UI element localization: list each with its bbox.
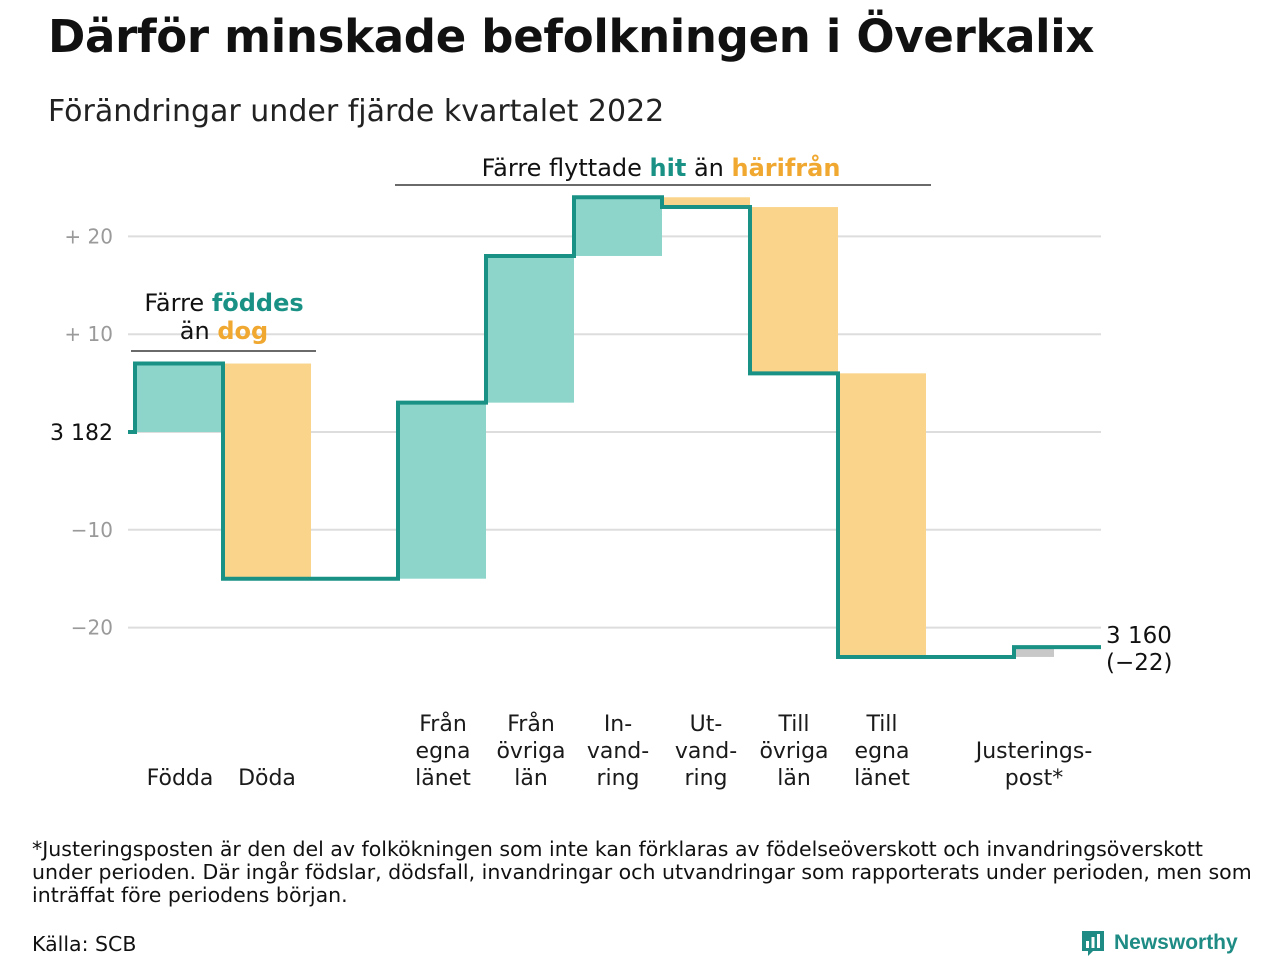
category-label-justeringspost: post* [1005,766,1064,791]
bar-invandring [574,197,662,256]
start-value-label: 3 182 [50,421,113,446]
brand-name: Newsworthy [1114,931,1238,954]
bar-utvandring [662,197,750,208]
category-label-till-egna-lanet: Till [865,712,897,737]
category-label-fran-egna-lanet: Från [419,711,467,737]
chart-title: Därför minskade befolkningen i Överkalix [48,10,1095,63]
births-annotation-text: Färre [144,289,212,317]
category-label-invandring: ring [596,766,639,791]
category-label-fran-ovriga-lan: Från [507,711,555,737]
y-tick-label: −20 [71,616,113,640]
category-label-till-ovriga-lan: Till [777,712,809,737]
footnote: *Justeringsposten är den del av folkökni… [32,837,1252,907]
bar-fodda [135,363,223,432]
y-tick-label: + 10 [64,322,113,346]
bars [135,197,1054,657]
bar-fran-egna-lanet [398,402,486,579]
inmigration-highlight: hit [650,154,687,182]
category-label-invandring: vand- [587,739,649,764]
category-label-fran-egna-lanet: egna [416,739,471,764]
category-label-doda: Döda [238,766,296,791]
births-annotation-line2: än dog [180,317,268,345]
migration-annotation-text: Färre flyttade [482,154,650,182]
deaths-highlight: dog [217,317,268,345]
births-annotation-text: än [180,317,218,345]
category-label-till-egna-lanet: egna [855,739,910,764]
newsworthy-logo: Newsworthy [1080,928,1238,958]
category-label-utvandring: vand- [675,739,737,764]
source-label: Källa: SCB [32,932,137,956]
y-tick-label: −10 [71,518,113,542]
births-highlight: föddes [212,289,304,317]
category-label-invandring: In- [604,712,632,737]
bar-till-egna-lanet [838,373,926,657]
bar-till-ovriga-lan [750,207,838,374]
category-label-fodda: Födda [147,766,214,791]
category-label-fran-egna-lanet: länet [415,766,471,791]
running-total-line [128,195,1101,659]
bar-justeringspost [1014,647,1054,657]
y-tick-label: + 20 [64,224,113,248]
end-change-label: (−22) [1106,650,1172,676]
outmigration-highlight: härifrån [732,153,841,182]
category-label-till-egna-lanet: länet [854,766,910,791]
category-label-till-ovriga-lan: övriga [759,739,828,764]
category-label-fran-ovriga-lan: övriga [496,739,565,764]
bar-doda [223,363,311,579]
category-label-utvandring: Ut- [690,712,723,737]
category-label-utvandring: ring [684,766,727,791]
category-label-till-ovriga-lan: län [777,766,811,791]
bar-fran-ovriga-lan [486,255,574,403]
migration-annotation: Färre flyttade hit än härifrån [482,153,841,182]
births-annotation-line1: Färre föddes [144,289,303,317]
migration-annotation-text: än [686,154,731,182]
end-value-label: 3 160 [1106,623,1172,649]
newsworthy-logo-icon [1082,931,1104,956]
running-total-path [128,195,1101,659]
category-label-justeringspost: Justerings- [974,739,1093,764]
category-label-fran-ovriga-lan: län [514,766,548,791]
chart-subtitle: Förändringar under fjärde kvartalet 2022 [48,94,665,129]
